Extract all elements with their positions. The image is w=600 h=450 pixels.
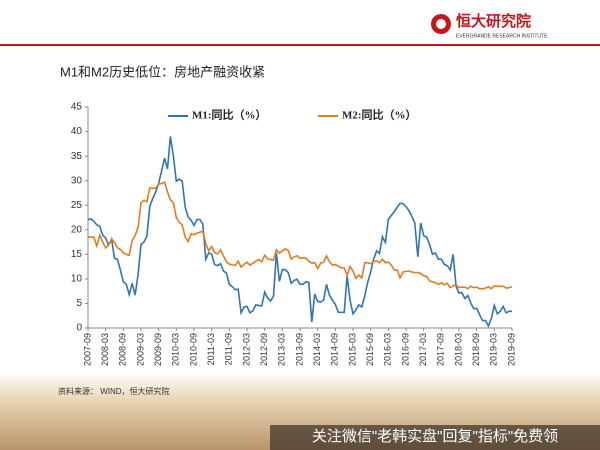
x-tick-label: 2014-09 — [330, 333, 340, 366]
x-tick-label: 2011-03 — [206, 333, 216, 365]
x-tick-label: 2019-09 — [506, 333, 516, 366]
y-tick-label: 5 — [76, 298, 82, 309]
plot: 0 5 10 15 20 25 30 35 40 45 2007-09 2008-03 2008-09 2… — [71, 102, 517, 366]
x-tick-label: 2015-09 — [365, 333, 375, 366]
header-rule — [0, 44, 600, 46]
y-tick-label: 35 — [71, 151, 83, 162]
x-tick-label: 2018-09 — [471, 333, 481, 366]
x-tick-label: 2009-03 — [135, 333, 145, 366]
x-tick-label: 2013-03 — [277, 333, 287, 366]
y-tick-label: 10 — [71, 274, 83, 285]
y-tick-label: 20 — [71, 224, 83, 235]
y-tick-label: 25 — [71, 200, 83, 211]
x-tick-label: 2009-09 — [153, 333, 163, 366]
x-tick-label: 2013-09 — [294, 333, 304, 366]
legend-label: M2:同比（%） — [342, 108, 417, 122]
x-tick-label: 2016-09 — [400, 333, 410, 366]
x-tick-label: 2008-03 — [100, 333, 110, 366]
x-tick-label: 2011-09 — [224, 333, 234, 365]
legend-label: M1:同比（%） — [192, 108, 267, 122]
x-tick-label: 2012-03 — [241, 333, 251, 366]
y-tick-label: 40 — [71, 126, 83, 137]
x-tick-label: 2017-09 — [436, 333, 446, 366]
logo-text: 恒大研究院 — [456, 12, 531, 30]
watermark-band — [270, 425, 600, 450]
y-tick-label: 30 — [71, 175, 83, 186]
x-tick-label: 2015-03 — [347, 333, 357, 366]
x-tick-label: 2018-03 — [453, 333, 463, 366]
source: 资料来源： WIND，恒大研究院 — [58, 386, 170, 396]
x-tick-label: 2016-03 — [383, 333, 393, 366]
line-series — [88, 180, 513, 290]
y-tick-label: 15 — [71, 249, 83, 260]
x-tick-label: 2014-03 — [312, 333, 322, 366]
x-tick-label: 2017-03 — [418, 333, 428, 366]
x-tick-label: 2010-03 — [171, 333, 181, 366]
watermark: 关注微信"老韩实盘"回复"指标"免费领 — [312, 427, 558, 445]
chart-title: M1和M2历史低位：房地产融资收紧 — [60, 64, 265, 79]
x-tick-label: 2019-03 — [489, 333, 499, 366]
line-series — [87, 136, 512, 328]
logo-icon-inner — [436, 19, 446, 29]
y-tick-label: 45 — [71, 102, 83, 113]
x-tick-label: 2008-09 — [118, 333, 128, 366]
x-tick-label: 2012-09 — [259, 333, 269, 366]
logo-subtitle: EVERGRANDE RESEARCH INSTITUTE — [456, 33, 548, 39]
x-tick-label: 2010-09 — [188, 333, 198, 366]
x-tick-label: 2007-09 — [82, 333, 92, 366]
y-tick-label: 0 — [76, 323, 82, 334]
